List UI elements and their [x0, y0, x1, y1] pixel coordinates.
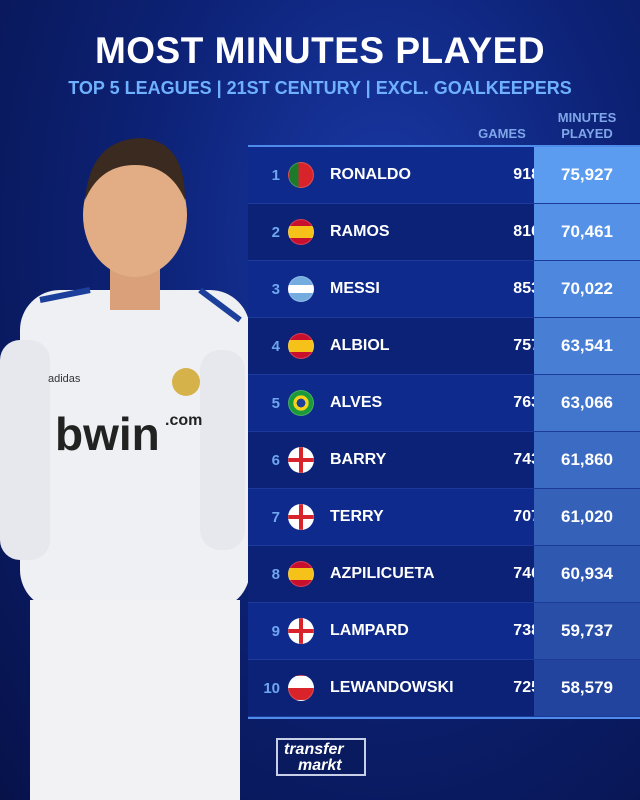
rank: 6 [271, 451, 280, 469]
player-name: LEWANDOWSKI [330, 679, 454, 696]
minutes-value: 75,927 [534, 147, 640, 203]
games-value: 725 [513, 679, 540, 696]
player-photo: bwin .com adidas [0, 138, 250, 800]
minutes-value: 61,860 [534, 432, 640, 488]
player-name: ALBIOL [330, 337, 390, 354]
rank: 8 [271, 565, 280, 583]
header-minutes-line2: PLAYED [561, 126, 613, 141]
header-games: GAMES [478, 126, 526, 141]
minutes-value: 60,934 [534, 546, 640, 602]
table-row: 3 MESSI 853 70,022 [248, 261, 640, 318]
games-value: 738 [513, 622, 540, 639]
player-name: BARRY [330, 451, 387, 468]
poland-flag-icon [288, 675, 314, 701]
table-row: 9 LAMPARD 738 59,737 [248, 603, 640, 660]
table-row: 6 BARRY 743 61,860 [248, 432, 640, 489]
table-row: 10 LEWANDOWSKI 725 58,579 [248, 660, 640, 717]
header-minutes: MINUTES PLAYED [534, 110, 640, 142]
logo-line2: markt [298, 757, 342, 774]
table-row: 5 ALVES 763 63,066 [248, 375, 640, 432]
portugal-flag-icon [288, 162, 314, 188]
rank: 5 [271, 394, 280, 412]
rank: 9 [271, 622, 280, 640]
argentina-flag-icon [288, 276, 314, 302]
brazil-flag-icon [288, 390, 314, 416]
england-flag-icon [288, 447, 314, 473]
rank: 3 [271, 280, 280, 298]
rank: 1 [271, 166, 280, 184]
england-flag-icon [288, 618, 314, 644]
games-value: 918 [513, 166, 540, 183]
player-name: RONALDO [330, 166, 411, 183]
shirt-brand: adidas [48, 373, 81, 385]
games-value: 707 [513, 508, 540, 525]
games-value: 757 [513, 337, 540, 354]
spain-flag-icon [288, 561, 314, 587]
header-minutes-line1: MINUTES [557, 110, 617, 125]
player-name: RAMOS [330, 223, 390, 240]
table-row: 4 ALBIOL 757 63,541 [248, 318, 640, 375]
table-row: 8 AZPILICUETA 746 60,934 [248, 546, 640, 603]
ranking-table: 1 RONALDO 918 75,927 2 RAMOS 816 70,461 3 … [248, 145, 640, 719]
minutes-value: 63,541 [534, 318, 640, 374]
rank: 7 [271, 508, 280, 526]
rank: 10 [263, 679, 280, 697]
page-title: MOST MINUTES PLAYED [94, 30, 546, 71]
table-row: 7 TERRY 707 61,020 [248, 489, 640, 546]
player-name: AZPILICUETA [330, 565, 435, 582]
minutes-value: 59,737 [534, 603, 640, 659]
logo-line1: transfer [284, 741, 344, 758]
table-row: 2 RAMOS 816 70,461 [248, 204, 640, 261]
table-row: 1 RONALDO 918 75,927 [248, 147, 640, 204]
games-value: 763 [513, 394, 540, 411]
player-name: LAMPARD [330, 622, 409, 639]
minutes-value: 70,022 [534, 261, 640, 317]
minutes-value: 61,020 [534, 489, 640, 545]
games-value: 816 [513, 223, 540, 240]
minutes-value: 70,461 [534, 204, 640, 260]
spain-flag-icon [288, 333, 314, 359]
minutes-value: 63,066 [534, 375, 640, 431]
spain-flag-icon [288, 219, 314, 245]
rank: 2 [271, 223, 280, 241]
england-flag-icon [288, 504, 314, 530]
games-value: 746 [513, 565, 540, 582]
rank: 4 [271, 337, 280, 355]
player-name: ALVES [330, 394, 383, 411]
shirt-sponsor: bwin [55, 408, 160, 460]
games-value: 743 [513, 451, 540, 468]
player-name: TERRY [330, 508, 384, 525]
transfermarkt-logo: transfer markt [276, 738, 366, 776]
games-value: 853 [513, 280, 540, 297]
player-name: MESSI [330, 280, 380, 297]
page-subtitle: TOP 5 LEAGUES | 21ST CENTURY | EXCL. GOA… [68, 78, 572, 98]
shirt-sponsor-suffix: .com [165, 412, 202, 429]
minutes-value: 58,579 [534, 660, 640, 716]
